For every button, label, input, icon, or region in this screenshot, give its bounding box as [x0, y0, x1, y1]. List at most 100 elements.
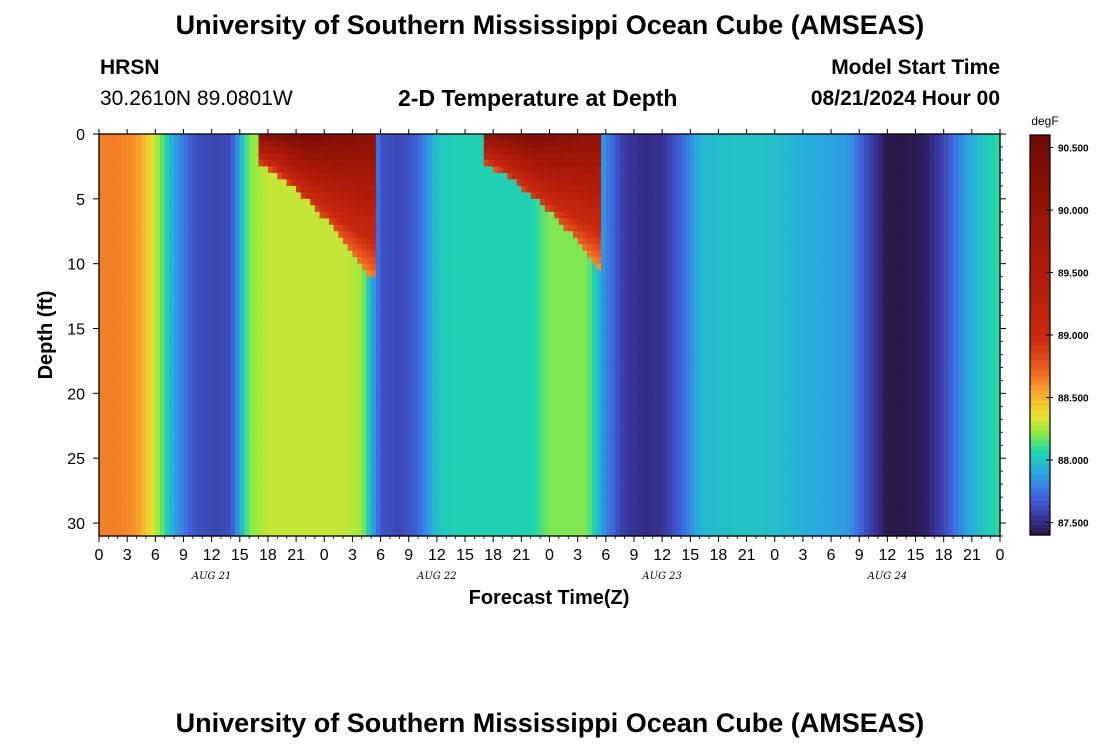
heatmap-cell — [164, 399, 170, 407]
heatmap-cell — [432, 159, 438, 168]
heatmap-cell — [272, 445, 278, 453]
heatmap-cell — [202, 529, 208, 537]
heatmap-cell — [319, 218, 325, 226]
heatmap-cell — [427, 192, 433, 200]
heatmap-cell — [366, 510, 372, 518]
heatmap-cell — [178, 516, 185, 524]
heatmap-cell — [99, 380, 105, 388]
heatmap-cell — [385, 432, 391, 440]
heatmap-cell — [436, 347, 443, 356]
heatmap-cell — [436, 263, 443, 271]
heatmap-cell — [225, 529, 231, 537]
heatmap-cell — [263, 257, 269, 265]
heatmap-cell — [267, 335, 274, 343]
heatmap-cell — [183, 399, 189, 407]
heatmap-cell — [211, 373, 217, 381]
heatmap-cell — [253, 451, 260, 459]
heatmap-cell — [389, 373, 396, 381]
heatmap-cell — [310, 380, 316, 388]
heatmap-cell — [164, 140, 170, 148]
heatmap-cell — [474, 172, 480, 180]
heatmap-cell — [108, 302, 114, 310]
heatmap-cell — [460, 185, 466, 193]
heatmap-cell — [389, 497, 396, 505]
heatmap-cell — [216, 146, 222, 155]
heatmap-cell — [202, 419, 208, 427]
heatmap-cell — [404, 328, 410, 336]
heatmap-cell — [361, 198, 368, 206]
heatmap-cell — [272, 172, 278, 180]
heatmap-cell — [446, 192, 452, 200]
heatmap-cell — [150, 263, 156, 271]
heatmap-cell — [314, 490, 321, 498]
heatmap-cell — [338, 380, 344, 388]
heatmap-cell — [343, 172, 349, 180]
heatmap-cell — [267, 296, 274, 304]
heatmap-cell — [272, 373, 278, 381]
heatmap-cell — [314, 458, 321, 466]
heatmap-cell — [357, 490, 363, 498]
heatmap-cell — [408, 146, 415, 155]
heatmap-cell — [432, 328, 438, 336]
heatmap-cell — [399, 432, 405, 440]
heatmap-cell — [474, 276, 480, 284]
heatmap-cell — [343, 458, 349, 466]
heatmap-cell — [145, 529, 152, 537]
heatmap-cell — [371, 211, 377, 219]
heatmap-cell — [357, 153, 363, 161]
heatmap-cell — [150, 484, 156, 492]
heatmap-cell — [474, 322, 480, 330]
heatmap-cell — [258, 477, 264, 485]
heatmap-cell — [394, 328, 400, 336]
heatmap-cell — [174, 445, 180, 453]
heatmap-cell — [450, 503, 457, 511]
heatmap-cell — [305, 315, 311, 323]
heatmap-cell — [258, 244, 264, 252]
heatmap-cell — [300, 335, 307, 343]
heatmap-cell — [145, 244, 152, 252]
heatmap-cell — [277, 490, 283, 498]
heatmap-cell — [206, 263, 213, 271]
heatmap-cell — [474, 244, 480, 252]
heatmap-cell — [450, 205, 457, 213]
heatmap-cell — [324, 360, 330, 369]
heatmap-cell — [272, 393, 278, 401]
heatmap-cell — [441, 425, 447, 433]
heatmap-cell — [455, 503, 461, 511]
heatmap-cell — [174, 153, 180, 161]
heatmap-cell — [127, 406, 133, 414]
heatmap-cell — [117, 497, 124, 505]
heatmap-cell — [211, 166, 217, 174]
heatmap-cell — [282, 471, 288, 479]
heatmap-cell — [206, 185, 213, 193]
heatmap-cell — [103, 289, 109, 297]
heatmap-cell — [117, 425, 124, 433]
heatmap-cell — [324, 503, 330, 511]
heatmap-cell — [296, 322, 302, 330]
heatmap-cell — [113, 134, 119, 142]
heatmap-cell — [164, 250, 170, 258]
heatmap-cell — [413, 484, 419, 492]
heatmap-cell — [263, 458, 269, 466]
heatmap-cell — [450, 198, 457, 206]
heatmap-cell — [399, 529, 405, 537]
heatmap-cell — [178, 497, 185, 505]
heatmap-cell — [150, 367, 156, 375]
heatmap-cell — [178, 451, 185, 459]
heatmap-cell — [389, 445, 396, 453]
heatmap-cell — [239, 399, 246, 407]
heatmap-cell — [108, 192, 114, 200]
heatmap-cell — [117, 198, 124, 206]
heatmap-cell — [347, 464, 353, 472]
heatmap-cell — [131, 399, 138, 407]
heatmap-cell — [333, 283, 339, 291]
heatmap-cell — [314, 283, 321, 291]
heatmap-cell — [103, 250, 109, 258]
heatmap-cell — [352, 244, 358, 252]
heatmap-cell — [338, 302, 344, 310]
heatmap-cell — [277, 367, 283, 375]
heatmap-cell — [389, 218, 396, 226]
heatmap-cell — [141, 335, 147, 343]
heatmap-cell — [160, 438, 166, 446]
heatmap-cell — [338, 270, 344, 278]
